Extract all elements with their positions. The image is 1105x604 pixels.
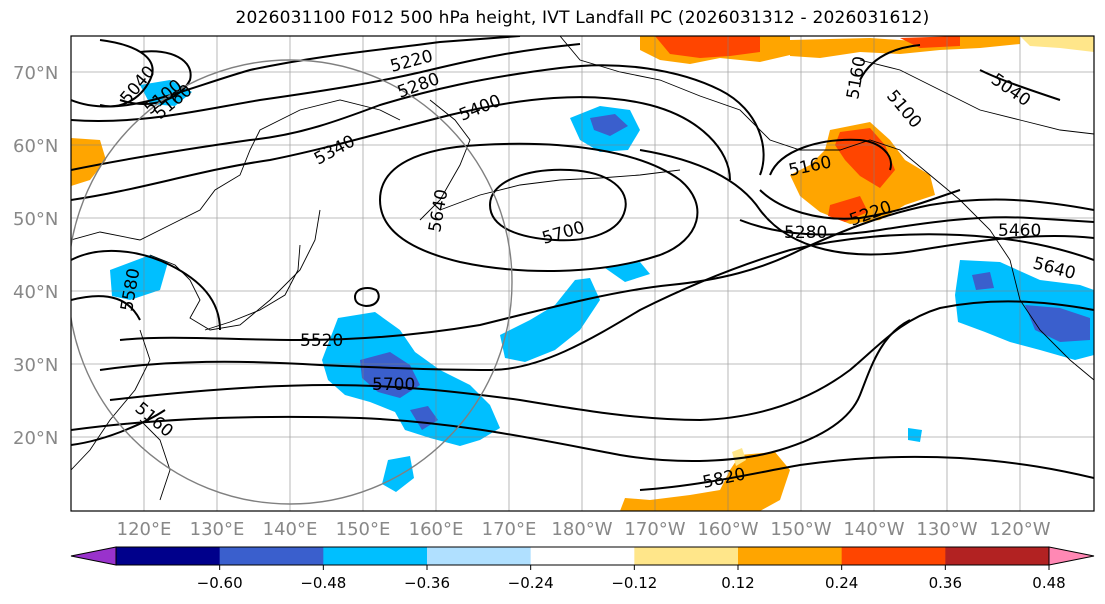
contour-5160-south [71, 409, 166, 446]
shade-blue-hawaii [908, 428, 922, 442]
contour-5100-east [859, 44, 921, 81]
contour-5340 [71, 64, 765, 176]
contour-5700-ring [488, 168, 627, 242]
lon-label: 140°E [263, 519, 318, 540]
colorbar-segments [116, 547, 1050, 565]
colorbar-tick-label: −0.24 [508, 574, 554, 592]
contour-label: 5520 [300, 331, 343, 351]
colorbar-segment [945, 547, 1050, 565]
colorbar-min-extend [70, 546, 117, 566]
colorbar-segment [841, 547, 946, 565]
contour-5460 [639, 149, 1094, 256]
colorbar-tick-label: −0.36 [404, 574, 450, 592]
landfall-radius-circle [71, 59, 513, 505]
contour-5580-mid [99, 233, 1094, 372]
colorbar-tick-label: −0.48 [300, 574, 346, 592]
colorbar-max-extend [1048, 546, 1095, 566]
colorbar-segment [116, 547, 221, 565]
lon-label: 130°W [916, 519, 977, 540]
contour-low-small [353, 287, 380, 308]
contour-label: 5460 [998, 221, 1041, 241]
lon-label: 180°W [551, 519, 612, 540]
lat-label: 40°N [13, 282, 58, 303]
colorbar-tick-label: 0.12 [721, 574, 754, 592]
contour-label: 5280 [784, 223, 827, 243]
shade-yellow-north [1020, 36, 1094, 52]
chart-title: 2026031100 F012 500 hPa height, IVT Land… [235, 8, 930, 28]
longitude-labels: 120°E 130°E 140°E 150°E 160°E 170°E 180°… [117, 519, 1051, 540]
colorbar-segment [219, 547, 324, 565]
shade-blue-japan-sea [110, 255, 168, 300]
lon-label: 160°E [409, 519, 464, 540]
shade-red-north [655, 36, 760, 58]
lat-label: 30°N [13, 355, 58, 376]
latitude-labels: 70°N 60°N 50°N 40°N 30°N 20°N [13, 63, 58, 449]
contour-5520 [119, 198, 1094, 342]
coast-alaska [559, 36, 1094, 381]
contour-5640-ring [378, 142, 699, 272]
coast-japan [204, 244, 301, 331]
shade-yellow-south [732, 448, 746, 466]
lon-label: 120°W [989, 519, 1050, 540]
colorbar-outline [115, 546, 1050, 566]
contour-5820 [639, 455, 1094, 491]
contour-5100-west [119, 50, 192, 105]
lon-label: 130°E [190, 519, 245, 540]
coast-kamchatka [419, 99, 471, 221]
map-frame [70, 35, 1095, 512]
lon-label: 160°W [697, 519, 758, 540]
shade-red-gulf-2 [828, 196, 868, 222]
lat-label: 20°N [13, 428, 58, 449]
colorbar-tick-label: −0.60 [197, 574, 243, 592]
contour-5040-east [979, 69, 1061, 101]
shade-blue-central-2 [605, 262, 650, 282]
coast-asia [71, 99, 401, 471]
contour-5280-north [71, 43, 581, 122]
lat-label: 50°N [13, 209, 58, 230]
lon-label: 140°W [843, 519, 904, 540]
colorbar-segment [323, 547, 428, 565]
contour-5400 [71, 96, 731, 201]
colorbar-segment [634, 547, 739, 565]
coastlines [71, 36, 1094, 501]
shade-orange-west [71, 138, 106, 186]
lat-label: 70°N [13, 63, 58, 84]
colorbar-segment [738, 547, 843, 565]
colorbar: −0.60 −0.48 −0.36 −0.24 −0.12 0.12 0.24 0.36 0.4… [70, 546, 1095, 592]
contour-5700-main [109, 300, 1094, 422]
contour-5760 [71, 319, 911, 462]
ivt-positive-shading [71, 36, 1094, 511]
lon-label: 170°E [482, 519, 537, 540]
contour-label: 5700 [372, 375, 415, 395]
shade-darkblue-bering [590, 114, 628, 136]
lon-label: 150°E [336, 519, 391, 540]
shade-darkblue-east-2 [972, 272, 994, 290]
coast-arctic [859, 59, 1094, 135]
colorbar-tick-label: −0.12 [611, 574, 657, 592]
shade-blue-tail [382, 456, 414, 492]
lon-label: 120°E [117, 519, 172, 540]
contour-5580 [71, 250, 221, 331]
lon-label: 170°W [624, 519, 685, 540]
colorbar-tick-label: 0.24 [825, 574, 858, 592]
lon-label: 150°W [770, 519, 831, 540]
shade-darkblue-east [1025, 305, 1090, 342]
shade-orange-south [620, 452, 790, 511]
height-contours [71, 36, 1094, 491]
contour-5220-north [71, 36, 521, 108]
colorbar-ticks: −0.60 −0.48 −0.36 −0.24 −0.12 0.12 0.24 0.36 0.4… [197, 565, 1066, 592]
coast-philippines [139, 419, 171, 501]
contour-5220-gulf [759, 189, 961, 220]
colorbar-tick-label: 0.48 [1032, 574, 1065, 592]
shade-blue-central [500, 278, 600, 362]
coast-aleutians [439, 169, 681, 211]
colorbar-segment [427, 547, 532, 565]
colorbar-tick-label: 0.36 [929, 574, 962, 592]
colorbar-segment [530, 547, 635, 565]
lat-label: 60°N [13, 136, 58, 157]
contour-5160-gulf [769, 138, 892, 176]
